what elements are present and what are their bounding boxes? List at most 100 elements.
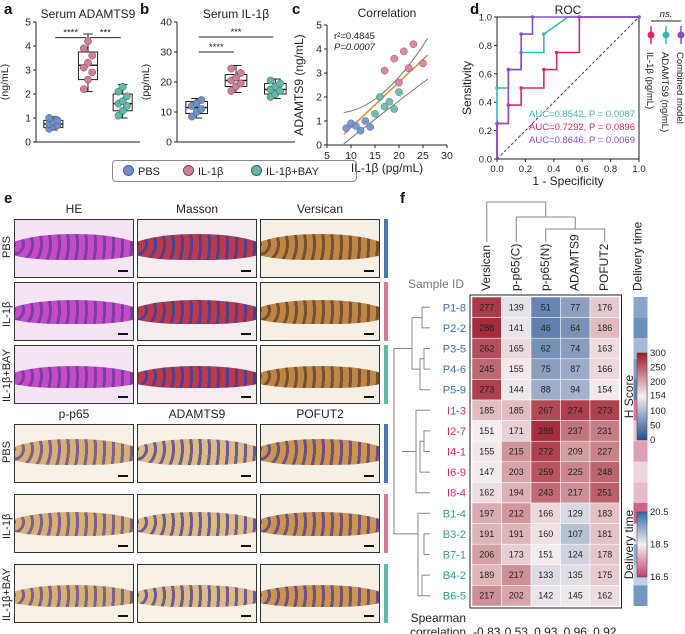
heatmap-value: 129 (568, 508, 583, 518)
legend-dot-il1b (183, 165, 194, 176)
heatmap-value: 212 (509, 508, 524, 518)
heatmap-value: 147 (479, 467, 494, 477)
data-point (45, 114, 53, 122)
heatmap-value: 237 (568, 426, 583, 436)
panel-label-c: c (292, 1, 300, 18)
tissue-layer (261, 234, 379, 260)
group-color-strip (384, 282, 388, 341)
hscore-tick: 100 (650, 406, 666, 417)
heatmap-value: 133 (538, 570, 553, 580)
panel-label-e: e (4, 190, 12, 207)
heatmap-value: 273 (479, 385, 494, 395)
micrograph-he (14, 282, 134, 341)
heatmap-value: 51 (541, 302, 551, 312)
ns-label: ns. (660, 9, 673, 20)
panel-label-f: f (400, 190, 406, 207)
delivery-cell (633, 297, 648, 318)
y-tick-label: 0 (316, 140, 322, 152)
hscore-tick: 154 (650, 390, 666, 401)
y-tick-label: 2 (316, 92, 322, 104)
heatmap-value: 175 (597, 570, 612, 580)
row-label: B3-2 (443, 529, 466, 541)
spearman-value: 0.92 (593, 625, 617, 634)
y-tick-label: 0.8 (479, 41, 492, 52)
heatmap-value: 217 (568, 488, 583, 498)
micrograph-he (14, 345, 134, 404)
data-point (227, 87, 236, 95)
legend-item-il1b: IL-1β (183, 165, 223, 178)
y-tick-label: 10 (160, 107, 172, 119)
hscore-tick: 0 (650, 435, 655, 446)
tissue-layer (15, 366, 133, 388)
scale-bar (241, 270, 251, 272)
micrograph-column-title: p-p65 (58, 407, 90, 421)
significance-label: *** (100, 28, 111, 39)
heatmap-value: 191 (509, 529, 524, 539)
heatmap-value: 94 (570, 385, 580, 395)
row-label: B4-2 (443, 570, 466, 582)
tissue-layer (138, 439, 256, 465)
micrograph-pofut2 (260, 424, 380, 483)
legend-side-label: IL-1β (pg/mL) (644, 52, 655, 109)
tissue-layer (261, 300, 379, 324)
data-point (88, 68, 97, 77)
confidence-upper (343, 37, 429, 114)
scale-bar (241, 545, 251, 547)
scale-bar (364, 333, 374, 335)
row-label: P2-2 (443, 323, 466, 335)
heatmap-value: 262 (479, 344, 494, 354)
heatmap-value: 189 (479, 570, 494, 580)
heatmap-value: 251 (597, 488, 612, 498)
roc-point (495, 86, 499, 90)
significance-label: *** (230, 27, 241, 38)
scale-bar (118, 615, 128, 617)
micrograph-p-p65 (14, 494, 134, 553)
heatmap-value: 154 (597, 385, 612, 395)
panel-d: 0.0 0.2 0.4 0.6 0.8 1.0 0.0 0.2 0.4 0.6 0.8 1.0 ROC 1… (460, 3, 685, 188)
scale-bar (241, 396, 251, 398)
micrograph-pofut2 (260, 494, 380, 553)
heatmap-value: 64 (570, 323, 580, 333)
scale-bar (241, 333, 251, 335)
micrograph-row-label: PBS (1, 235, 13, 258)
heatmap-value: 288 (479, 323, 494, 333)
panel-f: Versican p-p65(C) p-p65(N) ADAMTS9 POFUT2 Del… (393, 201, 669, 634)
y-axis-label: ADAMTS9 (ng/mL) (292, 34, 306, 135)
column-header: p-p65(N) (538, 244, 552, 291)
y-tick-label: 1 (316, 116, 322, 128)
y-tick-label: 40 (160, 17, 172, 29)
tissue-layer (15, 512, 133, 536)
row-label: P4-6 (443, 364, 466, 376)
legend-item-pbs: PBS (123, 165, 160, 178)
delivery-cell (633, 317, 648, 339)
scale-bar (364, 396, 374, 398)
heatmap-value: 273 (597, 405, 612, 415)
data-point (356, 126, 365, 135)
heatmap-value: 191 (479, 529, 494, 539)
heatmap-value: 185 (479, 405, 494, 415)
data-point (88, 51, 97, 60)
data-point (236, 69, 245, 77)
tissue-layer (138, 234, 256, 260)
data-point (276, 87, 284, 95)
legend-marker (647, 31, 655, 39)
heatmap-value: 185 (509, 405, 524, 415)
legend-item-bay: IL-1β+BAY (251, 165, 319, 178)
y-axis-label: Sensitivity (460, 61, 474, 115)
scale-bar (118, 270, 128, 272)
heatmap-value: 46 (541, 323, 551, 333)
data-point (419, 59, 427, 68)
hscore-title: H Score (622, 375, 636, 419)
micrograph-masson (137, 282, 257, 341)
y-tick-label: 1.0 (479, 13, 492, 24)
y-axis-label: (pg/mL) (140, 64, 152, 100)
heatmap-value: 163 (597, 344, 612, 354)
legend-dot-bay (251, 165, 262, 176)
tissue-layer (261, 366, 379, 388)
heatmap-value: 166 (597, 364, 612, 374)
panel-label-b: b (140, 1, 149, 18)
hscore-tick: 200 (650, 377, 666, 388)
y-tick-label: 0.4 (479, 98, 492, 109)
hscore-tick: 300 (650, 348, 666, 359)
